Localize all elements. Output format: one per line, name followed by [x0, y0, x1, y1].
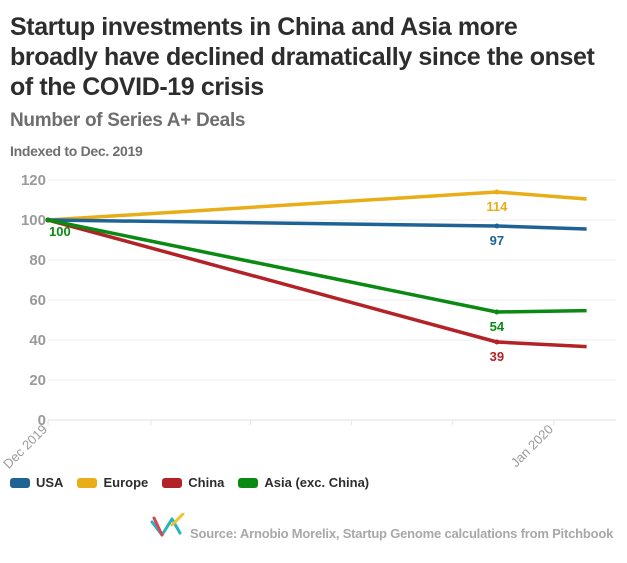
- data-label-china-1: 39: [490, 349, 504, 364]
- legend-item-europe[interactable]: Europe: [77, 475, 148, 490]
- legend-label-china: China: [188, 475, 225, 490]
- data-label-usa-1: 97: [490, 233, 504, 248]
- x-tick-label-0: Dec 2019: [0, 422, 50, 472]
- chart-subtitle: Number of Series A+ Deals: [10, 110, 246, 131]
- legend-item-china[interactable]: China: [162, 475, 224, 490]
- series-line-asia-exc-china: [47, 218, 587, 314]
- series-line-usa: [47, 218, 587, 231]
- series-line-china: [47, 218, 587, 349]
- legend-label-usa: USA: [36, 475, 64, 490]
- y-tick-label-60: 60: [29, 292, 46, 309]
- y-tick-label-120: 120: [21, 172, 46, 189]
- legend-swatch-usa: [10, 477, 30, 488]
- y-axis-ticks: 0 20 40 60 80 100 120: [21, 172, 46, 429]
- data-point-usa-1: [494, 223, 500, 229]
- y-tick-label-80: 80: [29, 252, 46, 269]
- legend-label-europe: Europe: [103, 475, 149, 490]
- y-axis-note: Indexed to Dec. 2019: [10, 143, 143, 159]
- legend-swatch-asia: [238, 477, 259, 488]
- data-point-asia-exc-china-1: [494, 309, 500, 315]
- data-label-asia-exc-china-0: 100: [49, 224, 71, 239]
- legend-item-asia[interactable]: Asia (exc. China): [238, 475, 369, 490]
- legend-label-asia: Asia (exc. China): [264, 475, 370, 490]
- data-label-asia-exc-china-1: 54: [490, 319, 505, 334]
- legend: USA Europe China Asia (exc. China): [10, 475, 369, 490]
- startup-genome-logo-icon: [150, 513, 185, 537]
- chart-title: Startup investments in China and Asia mo…: [10, 13, 595, 101]
- series-lines: [45, 189, 587, 349]
- y-tick-label-20: 20: [29, 372, 46, 389]
- legend-item-usa[interactable]: USA: [10, 475, 63, 490]
- data-point-europe-1: [494, 189, 500, 195]
- data-labels: 114 97 39 100 54: [49, 199, 508, 364]
- x-tick-label-1: Jan 2020: [508, 422, 556, 470]
- y-tick-label-40: 40: [29, 332, 46, 349]
- legend-swatch-europe: [77, 477, 98, 488]
- data-point-asia-exc-china-0: [45, 217, 51, 223]
- y-tick-label-100: 100: [21, 212, 46, 229]
- source-attribution: Source: Arnobio Morelix, Startup Genome …: [150, 513, 613, 543]
- data-point-china-1: [494, 339, 500, 345]
- legend-swatch-china: [162, 477, 183, 488]
- data-label-europe-1: 114: [486, 199, 508, 214]
- source-text: Source: Arnobio Morelix, Startup Genome …: [190, 525, 614, 541]
- x-axis-ticks: Dec 2019 Jan 2020: [0, 420, 556, 471]
- y-tick-label-0: 0: [38, 412, 46, 429]
